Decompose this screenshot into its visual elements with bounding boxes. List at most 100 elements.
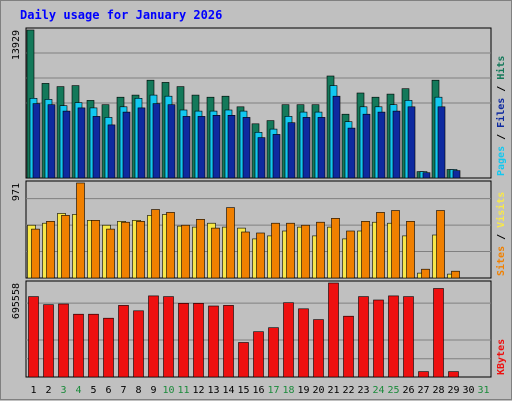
bar-kbytes <box>268 327 279 378</box>
x-tick-label: 28 <box>432 385 444 396</box>
bar-sites <box>106 228 115 279</box>
bar-kbytes <box>118 305 129 378</box>
bar-sites <box>256 232 265 279</box>
x-tick-label: 3 <box>60 385 66 396</box>
bar-kbytes <box>298 308 309 378</box>
bar-pages <box>212 115 221 179</box>
bar-kbytes <box>253 331 264 378</box>
bar-sites <box>211 227 220 279</box>
bar-sites <box>286 222 295 279</box>
bar-kbytes <box>208 305 219 378</box>
bar-sites <box>316 221 325 279</box>
bar-pages <box>452 170 461 179</box>
bar-pages <box>317 117 326 179</box>
legend-entry: KBytes <box>496 339 507 375</box>
bar-sites <box>391 210 400 279</box>
x-tick-label: 30 <box>462 385 474 396</box>
x-tick-label: 7 <box>120 385 126 396</box>
bar-sites <box>331 218 340 279</box>
legend-entry: Visits <box>495 192 507 228</box>
bar-pages <box>62 110 71 179</box>
x-tick-label: 4 <box>75 385 81 396</box>
bar-pages <box>197 116 206 179</box>
bar-pages <box>332 95 341 179</box>
y-max-label: 695558 <box>11 283 22 319</box>
legend-entry: Files <box>495 98 507 128</box>
bar-pages <box>362 113 371 179</box>
bar-sites <box>166 212 175 279</box>
x-tick-label: 5 <box>90 385 96 396</box>
bar-kbytes <box>163 296 174 378</box>
bar-kbytes <box>103 317 114 378</box>
bar-kbytes <box>358 296 369 378</box>
x-tick-label: 25 <box>387 385 399 396</box>
bar-kbytes <box>73 313 84 378</box>
bar-sites <box>31 228 40 279</box>
bar-pages <box>152 103 161 179</box>
series-legend: Pages / Files / Hits <box>495 56 507 176</box>
bar-pages <box>422 172 431 179</box>
bar-sites <box>76 182 85 279</box>
x-tick-label: 20 <box>312 385 324 396</box>
x-tick-label: 8 <box>135 385 141 396</box>
bar-pages <box>167 104 176 179</box>
bar-pages <box>392 110 401 179</box>
bar-pages <box>122 111 131 179</box>
x-tick-label: 17 <box>267 385 279 396</box>
bar-pages <box>407 106 416 179</box>
bar-sites <box>226 207 235 279</box>
x-tick-label: 27 <box>417 385 429 396</box>
bar-pages <box>137 107 146 179</box>
bar-kbytes <box>133 310 144 378</box>
bar-kbytes <box>88 313 99 378</box>
x-tick-label: 23 <box>357 385 369 396</box>
x-tick-label: 29 <box>447 385 459 396</box>
x-tick-label: 31 <box>477 385 489 396</box>
bar-kbytes <box>43 304 54 378</box>
bar-sites <box>91 220 100 279</box>
y-max-label: 13929 <box>11 30 22 60</box>
bar-pages <box>92 116 101 179</box>
bar-sites <box>376 212 385 279</box>
bar-sites <box>61 215 70 279</box>
bar-kbytes <box>448 371 459 378</box>
bar-sites <box>181 224 190 279</box>
x-tick-label: 10 <box>162 385 174 396</box>
bar-pages <box>287 122 296 179</box>
x-tick-label: 18 <box>282 385 294 396</box>
bar-kbytes <box>313 319 324 378</box>
legend-entry: Sites <box>495 246 507 276</box>
x-tick-label: 22 <box>342 385 354 396</box>
bar-sites <box>46 221 55 279</box>
legend-entry: / <box>496 228 507 246</box>
y-max-label: 971 <box>11 183 22 201</box>
bar-kbytes <box>193 302 204 378</box>
bar-sites <box>421 268 430 279</box>
bar-pages <box>242 117 251 179</box>
bar-kbytes <box>58 303 69 378</box>
x-tick-label: 26 <box>402 385 414 396</box>
bar-pages <box>377 111 386 179</box>
bar-sites <box>271 222 280 279</box>
bar-pages <box>272 134 281 179</box>
x-tick-label: 2 <box>45 385 51 396</box>
x-tick-label: 16 <box>252 385 264 396</box>
bar-kbytes <box>343 315 354 378</box>
series-legend: Sites / Visits <box>495 192 507 276</box>
bar-sites <box>301 224 310 279</box>
bar-kbytes <box>238 342 249 378</box>
bar-kbytes <box>403 296 414 378</box>
bar-kbytes <box>433 288 444 378</box>
series-legend: KBytes <box>496 339 507 375</box>
bar-kbytes <box>418 371 429 378</box>
bar-kbytes <box>388 295 399 378</box>
x-tick-label: 13 <box>207 385 219 396</box>
bar-pages <box>32 103 41 179</box>
legend-entry: Pages <box>496 146 507 176</box>
bar-kbytes <box>28 296 39 378</box>
x-tick-label: 12 <box>192 385 204 396</box>
bar-pages <box>227 115 236 179</box>
bar-kbytes <box>328 282 339 378</box>
bar-kbytes <box>148 295 159 378</box>
x-tick-label: 19 <box>297 385 309 396</box>
